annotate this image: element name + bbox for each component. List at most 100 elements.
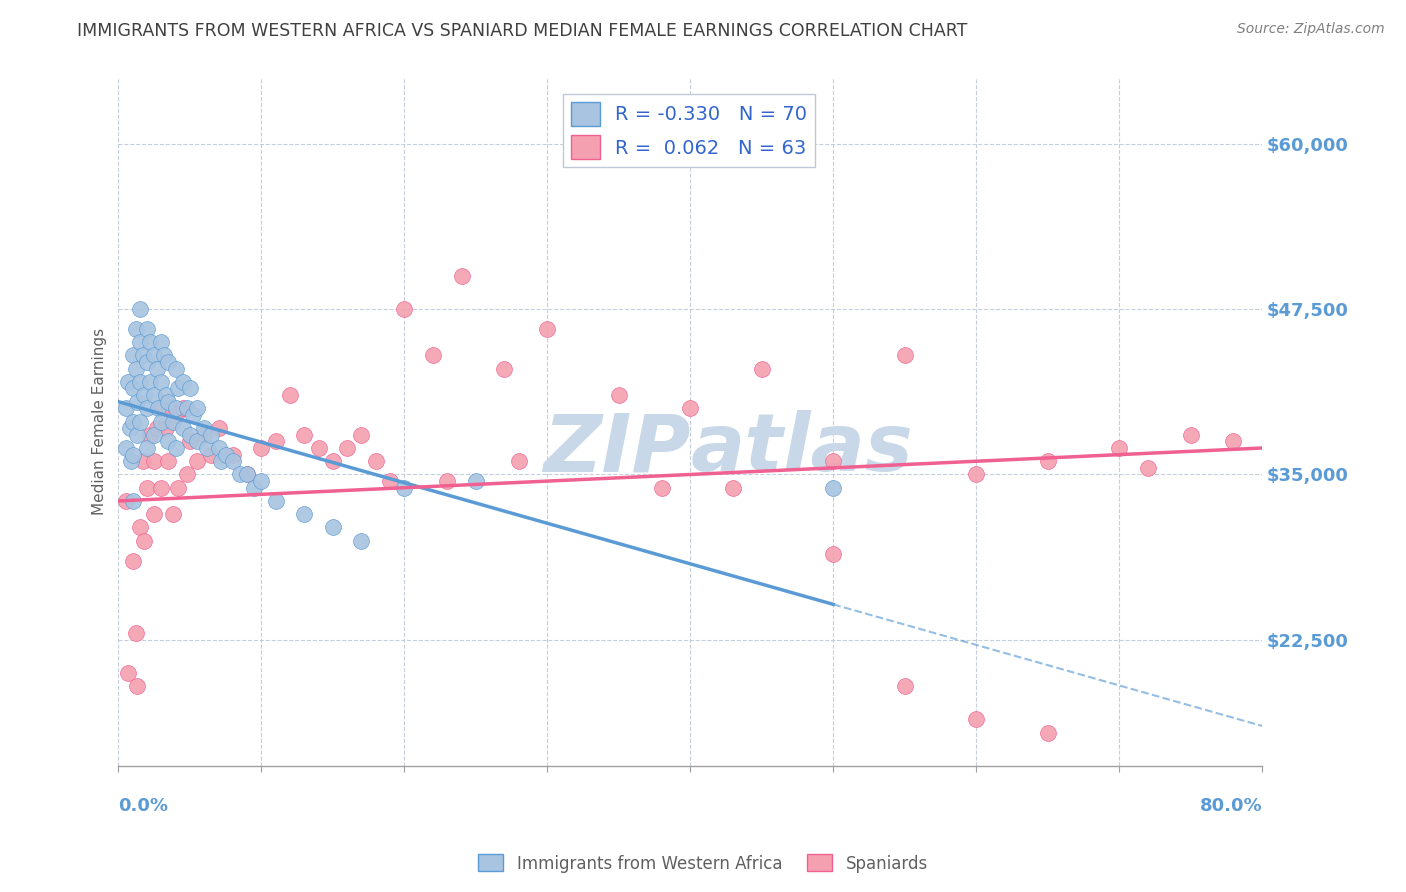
Point [146, 421, 169, 435]
Point [292, 427, 315, 442]
Point [214, 448, 236, 462]
Point [114, 401, 136, 416]
Point [965, 712, 987, 726]
Point [322, 520, 344, 534]
Point [132, 454, 155, 468]
Point [179, 381, 201, 395]
Point [124, 626, 146, 640]
Point [134, 533, 156, 548]
Point [128, 301, 150, 316]
Point [751, 361, 773, 376]
Point [128, 415, 150, 429]
Point [207, 421, 229, 435]
Point [422, 348, 444, 362]
Point [195, 441, 218, 455]
Point [157, 394, 180, 409]
Point [128, 520, 150, 534]
Point [209, 454, 232, 468]
Point [378, 474, 401, 488]
Point [157, 355, 180, 369]
Point [121, 553, 143, 567]
Point [172, 401, 194, 416]
Point [200, 427, 222, 442]
Text: ZIP: ZIP [543, 410, 690, 488]
Point [136, 481, 159, 495]
Point [823, 481, 845, 495]
Point [143, 507, 166, 521]
Point [721, 481, 744, 495]
Point [350, 427, 373, 442]
Point [1180, 427, 1202, 442]
Point [162, 507, 184, 521]
Point [128, 375, 150, 389]
Point [179, 427, 201, 442]
Point [536, 322, 558, 336]
Point [148, 401, 170, 416]
Point [128, 335, 150, 350]
Text: 0.0%: 0.0% [118, 797, 169, 814]
Point [179, 434, 201, 449]
Point [153, 348, 176, 362]
Point [150, 415, 173, 429]
Point [394, 481, 416, 495]
Point [143, 454, 166, 468]
Point [250, 474, 273, 488]
Point [121, 348, 143, 362]
Point [222, 448, 245, 462]
Text: Source: ZipAtlas.com: Source: ZipAtlas.com [1237, 22, 1385, 37]
Point [186, 401, 208, 416]
Point [125, 427, 148, 442]
Point [114, 441, 136, 455]
Point [200, 448, 222, 462]
Point [176, 467, 198, 482]
Point [121, 448, 143, 462]
Legend: R = -0.330   N = 70, R =  0.062   N = 63: R = -0.330 N = 70, R = 0.062 N = 63 [562, 94, 815, 167]
Point [165, 361, 187, 376]
Point [186, 434, 208, 449]
Point [121, 415, 143, 429]
Y-axis label: Median Female Earnings: Median Female Earnings [93, 328, 107, 515]
Point [364, 454, 387, 468]
Point [162, 415, 184, 429]
Point [121, 381, 143, 395]
Point [893, 679, 915, 693]
Point [1108, 441, 1130, 455]
Point [193, 427, 215, 442]
Point [150, 375, 173, 389]
Point [464, 474, 486, 488]
Point [494, 361, 516, 376]
Point [155, 421, 177, 435]
Point [394, 301, 416, 316]
Point [823, 454, 845, 468]
Point [172, 421, 194, 435]
Point [264, 494, 287, 508]
Point [125, 394, 148, 409]
Point [157, 454, 180, 468]
Point [436, 474, 458, 488]
Point [120, 454, 142, 468]
Point [165, 408, 187, 422]
Point [139, 335, 162, 350]
Point [117, 665, 139, 680]
Point [134, 388, 156, 402]
Point [121, 494, 143, 508]
Point [336, 441, 359, 455]
Point [264, 434, 287, 449]
Point [172, 375, 194, 389]
Legend: Immigrants from Western Africa, Spaniards: Immigrants from Western Africa, Spaniard… [471, 847, 935, 880]
Point [243, 481, 266, 495]
Point [292, 507, 315, 521]
Point [236, 467, 259, 482]
Point [181, 408, 204, 422]
Point [250, 441, 273, 455]
Point [193, 421, 215, 435]
Point [167, 381, 190, 395]
Point [165, 401, 187, 416]
Point [139, 375, 162, 389]
Point [823, 547, 845, 561]
Point [350, 533, 373, 548]
Point [155, 388, 177, 402]
Point [150, 335, 173, 350]
Point [143, 348, 166, 362]
Point [607, 388, 630, 402]
